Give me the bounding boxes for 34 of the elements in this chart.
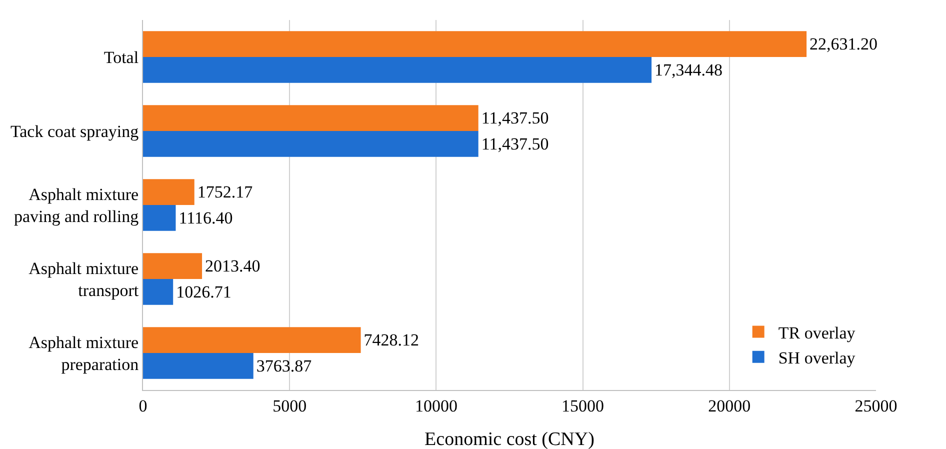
bar [143,253,202,279]
data-label: 11,437.50 [481,108,549,128]
bar [143,31,807,57]
bar [143,131,478,157]
x-tick-label: 0 [138,396,148,416]
x-tick-label: 20000 [708,396,751,416]
bar [143,179,194,205]
x-tick-label: 25000 [854,396,898,416]
data-label: 11,437.50 [481,134,549,154]
x-tick-label: 5000 [272,396,307,416]
data-label: 2013.40 [205,256,260,276]
x-tick-label: 10000 [414,396,458,416]
data-label: 1026.71 [176,282,232,302]
data-label: 17,344.48 [654,60,723,80]
bar [143,205,176,231]
bar [143,353,254,379]
y-tick-label: Total [104,48,139,67]
data-label: 3763.87 [256,356,312,376]
legend-label: SH overlay [778,348,856,368]
legend-label: TR overlay [778,323,856,342]
data-label: 1752.17 [197,182,254,202]
y-tick-label: Asphalt mixture transport [28,258,139,300]
data-label: 1116.40 [178,208,233,228]
bar [143,57,652,83]
data-label: 7428.12 [364,330,420,350]
y-tick-label: Asphalt mixture paving and rolling [14,184,140,226]
y-tick-label: Tack coat spraying [10,122,140,141]
bar [143,279,174,305]
x-axis-title: Economic cost (CNY) [424,429,594,449]
bar [143,105,478,131]
data-label: 22,631.20 [810,34,878,54]
y-tick-label: Asphalt mixture preparation [28,332,140,374]
bar [143,327,361,353]
x-tick-label: 15000 [562,396,604,416]
